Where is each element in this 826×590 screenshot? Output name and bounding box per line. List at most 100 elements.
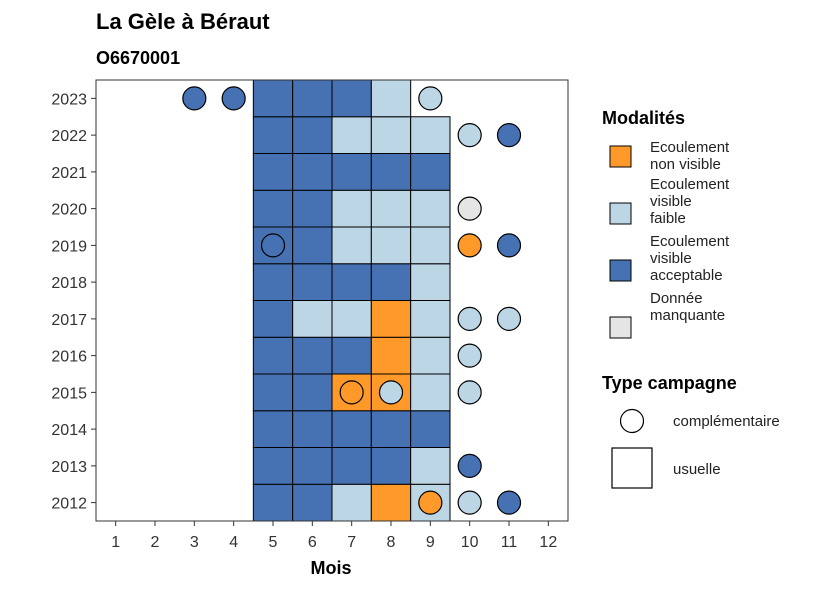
legend-swatch-acceptable bbox=[609, 259, 632, 282]
tile-2015-5 bbox=[252, 373, 294, 412]
point-2019-11 bbox=[496, 233, 522, 258]
y-tick-label: 2020 bbox=[51, 202, 87, 219]
tile-2021-8 bbox=[370, 153, 412, 191]
tile-2018-9 bbox=[410, 263, 451, 301]
tile-2022-6 bbox=[292, 116, 333, 154]
tile-2022-9 bbox=[410, 116, 451, 154]
tiles-layer bbox=[252, 79, 451, 522]
tile-2021-9 bbox=[410, 153, 451, 191]
tile-2021-6 bbox=[292, 153, 333, 191]
plot-panel-border bbox=[95, 79, 569, 522]
legend-label-usuelle: usuelle bbox=[673, 461, 721, 478]
x-tick-label: 1 bbox=[111, 534, 120, 551]
point-2022-10 bbox=[457, 123, 482, 148]
legend-label-faible: Ecoulement bbox=[650, 176, 730, 193]
tile-2013-7 bbox=[331, 447, 372, 485]
tile-2016-7 bbox=[331, 336, 372, 375]
x-tick-label: 12 bbox=[539, 534, 557, 551]
tile-2020-5 bbox=[252, 189, 294, 228]
y-tick-label: 2013 bbox=[51, 459, 87, 476]
tile-2020-6 bbox=[292, 189, 333, 228]
tile-2014-8 bbox=[370, 410, 412, 448]
point-2012-9 bbox=[418, 490, 443, 515]
tile-2019-7 bbox=[331, 226, 372, 265]
tile-2015-6 bbox=[292, 373, 333, 412]
tile-2012-7 bbox=[331, 483, 372, 522]
tile-2015-9 bbox=[410, 373, 451, 412]
legend-campagne-title: Type campagne bbox=[602, 373, 737, 393]
tile-2012-8 bbox=[370, 483, 412, 522]
y-tick-label: 2015 bbox=[51, 385, 87, 402]
legend-label-non_visible: Ecoulement bbox=[650, 139, 730, 156]
tile-2022-7 bbox=[331, 116, 372, 154]
x-tick-label: 9 bbox=[426, 534, 435, 551]
y-tick-label: 2022 bbox=[51, 128, 87, 145]
tile-2014-9 bbox=[410, 410, 451, 448]
point-2013-10 bbox=[457, 453, 482, 478]
legend-key-usuelle bbox=[611, 447, 653, 489]
legend-label-acceptable: visible bbox=[650, 250, 692, 267]
y-tick-label: 2016 bbox=[51, 349, 87, 366]
tile-2017-5 bbox=[252, 300, 294, 338]
tile-2019-9 bbox=[410, 226, 451, 265]
tile-2019-6 bbox=[292, 226, 333, 265]
legend-label-manquante: manquante bbox=[650, 307, 725, 324]
tile-2013-5 bbox=[252, 447, 294, 485]
x-tick-label: 10 bbox=[461, 534, 479, 551]
legend-label-faible: visible bbox=[650, 193, 692, 210]
tile-2016-6 bbox=[292, 336, 333, 375]
x-tick-label: 6 bbox=[308, 534, 317, 551]
tile-2012-6 bbox=[292, 483, 333, 522]
tile-2021-5 bbox=[252, 153, 294, 191]
x-tick-label: 8 bbox=[387, 534, 396, 551]
point-2020-10 bbox=[457, 196, 482, 221]
x-tick-label: 3 bbox=[190, 534, 199, 551]
legend-modalites-title: Modalités bbox=[602, 108, 685, 128]
point-2015-7 bbox=[339, 380, 364, 405]
x-tick-label: 4 bbox=[229, 534, 238, 551]
point-2016-10 bbox=[457, 343, 482, 368]
point-2017-10 bbox=[457, 306, 482, 331]
point-2017-11 bbox=[496, 306, 522, 331]
y-tick-label: 2021 bbox=[51, 165, 87, 182]
tile-2013-6 bbox=[292, 447, 333, 485]
chart-subtitle: O6670001 bbox=[96, 48, 180, 68]
tile-2016-9 bbox=[410, 336, 451, 375]
legend-label-non_visible: non visible bbox=[650, 156, 721, 173]
tile-2018-8 bbox=[370, 263, 412, 301]
legend-label-acceptable: acceptable bbox=[650, 267, 723, 284]
tile-2023-5 bbox=[252, 79, 294, 118]
tile-2014-5 bbox=[252, 410, 294, 448]
y-tick-label: 2014 bbox=[51, 422, 87, 439]
chart-title: La Gèle à Béraut bbox=[96, 9, 270, 34]
point-2012-11 bbox=[496, 490, 522, 515]
point-2023-3 bbox=[182, 86, 207, 111]
tile-2014-6 bbox=[292, 410, 333, 448]
y-tick-label: 2019 bbox=[51, 238, 87, 255]
tile-2018-6 bbox=[292, 263, 333, 301]
legend-label-faible: faible bbox=[650, 210, 686, 227]
y-tick-label: 2012 bbox=[51, 496, 87, 513]
point-2019-5 bbox=[260, 233, 286, 258]
tile-2013-9 bbox=[410, 447, 451, 485]
y-tick-label: 2023 bbox=[51, 91, 87, 108]
legend-label-manquante: Donnée bbox=[650, 290, 703, 307]
legend-key-complementaire bbox=[619, 408, 645, 434]
legend-label-acceptable: Ecoulement bbox=[650, 233, 730, 250]
legend-campagne: Type campagne complémentaire usuelle bbox=[602, 373, 780, 489]
point-2023-4 bbox=[221, 86, 246, 111]
x-tick-label: 5 bbox=[269, 534, 278, 551]
point-2012-10 bbox=[457, 490, 482, 515]
tile-2014-7 bbox=[331, 410, 372, 448]
point-2022-11 bbox=[496, 123, 522, 148]
points-layer bbox=[182, 86, 522, 515]
tile-2020-9 bbox=[410, 189, 451, 228]
x-tick-label: 2 bbox=[151, 534, 160, 551]
y-tick-label: 2017 bbox=[51, 312, 87, 329]
x-axis-title: Mois bbox=[310, 558, 351, 578]
tile-2016-5 bbox=[252, 336, 294, 375]
tile-2013-8 bbox=[370, 447, 412, 485]
tile-2020-7 bbox=[331, 189, 372, 228]
